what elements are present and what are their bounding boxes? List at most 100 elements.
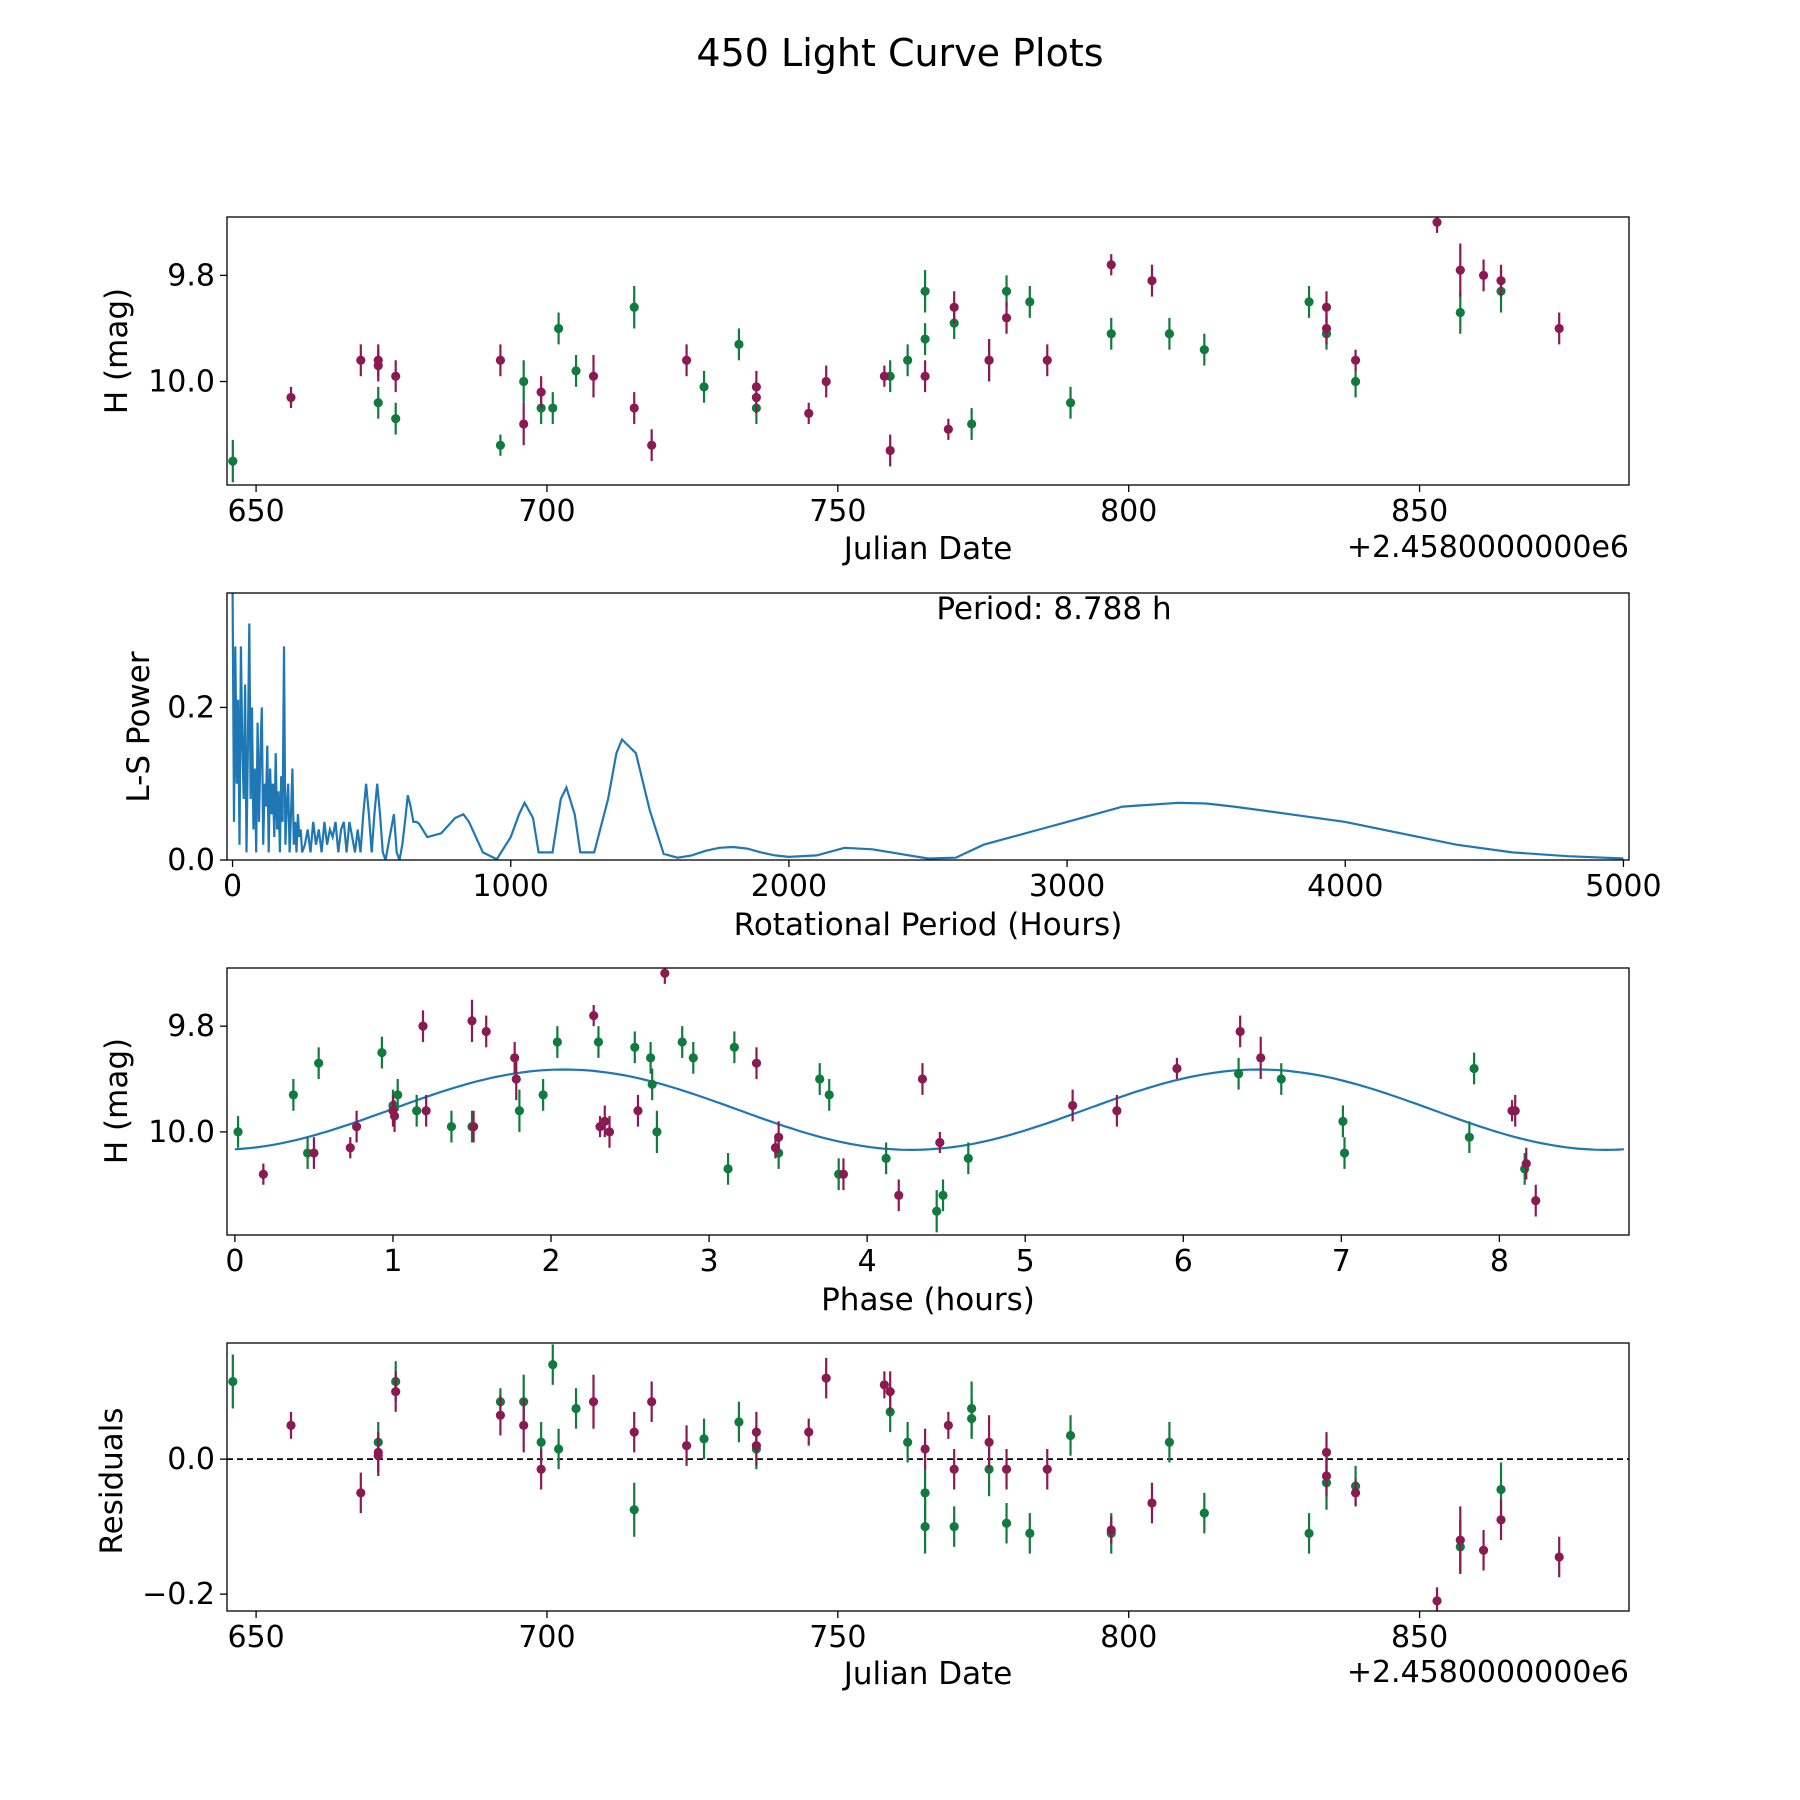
lightcurve-point-green <box>903 355 913 365</box>
lightcurve-xtick-label: 850 <box>1391 494 1448 529</box>
phased-point-green <box>288 1090 298 1100</box>
residuals-point-magenta <box>885 1387 895 1397</box>
phased-point-magenta <box>633 1106 643 1116</box>
residuals-point-magenta <box>391 1387 401 1397</box>
residuals-ytick-label: −0.2 <box>142 1577 215 1612</box>
residuals-point-magenta <box>647 1397 657 1407</box>
lightcurve-point-magenta <box>879 371 889 381</box>
residuals-point-magenta <box>949 1464 959 1474</box>
phased-panel: Phase (hours) H (mag) 0 1 2 3 4 5 6 7 8 10.0 9.8 <box>99 967 1630 1318</box>
lightcurve-point-magenta <box>588 371 599 381</box>
phased-xtick-label: 2 <box>541 1244 560 1279</box>
residuals-point-magenta <box>1350 1488 1361 1498</box>
lightcurve-point-magenta <box>984 355 994 365</box>
lightcurve-ytick-label: 9.8 <box>167 258 215 293</box>
lightcurve-point-magenta <box>1455 265 1465 275</box>
lightcurve-xtick-label: 700 <box>518 494 575 529</box>
lightcurve-point-green <box>553 323 564 334</box>
lightcurve-point-magenta <box>1321 323 1332 334</box>
residuals-point-green <box>571 1403 581 1414</box>
lightcurve-plot-area <box>228 217 1639 483</box>
lightcurve-point-magenta <box>821 376 831 387</box>
periodogram-xtick-label: 1000 <box>473 869 549 904</box>
residuals-point-green <box>903 1437 913 1447</box>
lightcurve-point-green <box>1199 345 1209 355</box>
lightcurve-point-magenta <box>681 355 692 365</box>
phased-point-magenta <box>774 1132 784 1142</box>
periodogram-xlabel: Rotational Period (Hours) <box>734 907 1123 943</box>
lightcurve-point-magenta <box>1630 308 1639 317</box>
periodogram-xtick-label: 0 <box>223 869 242 904</box>
lightcurve-point-green <box>1350 376 1361 387</box>
lightcurve-point-magenta <box>536 387 546 397</box>
residuals-point-magenta <box>1432 1596 1442 1606</box>
lightcurve-point-green <box>519 376 529 387</box>
phased-xtick-label: 3 <box>700 1244 719 1279</box>
lightcurve-point-magenta <box>1001 313 1012 323</box>
phased-point-green <box>538 1090 548 1100</box>
phased-xtick-label: 7 <box>1332 1244 1351 1279</box>
residuals-point-magenta <box>821 1373 831 1383</box>
phased-point-magenta <box>1256 1053 1266 1063</box>
lightcurve-point-magenta <box>1106 260 1116 270</box>
lightcurve-point-magenta <box>1554 323 1564 334</box>
residuals-point-green <box>629 1505 639 1515</box>
lightcurve-ytick-label: 10.0 <box>148 365 215 400</box>
phased-xtick-label: 8 <box>1490 1244 1509 1279</box>
phased-point-magenta <box>589 1010 599 1021</box>
lightcurve-point-magenta <box>1321 302 1332 312</box>
phased-ytick-label: 10.0 <box>148 1115 215 1150</box>
phased-point-magenta <box>917 1074 928 1084</box>
residuals-point-magenta <box>920 1444 930 1454</box>
phased-point-magenta <box>511 1074 521 1084</box>
residuals-point-magenta <box>1630 1525 1639 1534</box>
lightcurve-point-magenta <box>1350 355 1361 365</box>
phased-point-green <box>303 1148 313 1158</box>
phased-xtick-label: 1 <box>383 1244 402 1279</box>
residuals-point-magenta <box>588 1397 599 1407</box>
residuals-point-magenta <box>1042 1464 1052 1474</box>
phased-point-green <box>514 1106 525 1116</box>
lightcurve-panel: Julian Date H (mag) +2.4580000000e6 650 7… <box>99 216 1639 567</box>
lightcurve-point-green <box>495 440 506 450</box>
periodogram-ytick-label: 0.2 <box>167 690 215 725</box>
phased-ytick-label: 9.8 <box>167 1009 215 1044</box>
lightcurve-point-green <box>967 419 977 429</box>
lightcurve-xtick-label: 750 <box>809 494 866 529</box>
lightcurve-point-green <box>1630 292 1639 301</box>
phased-point-green <box>938 1190 948 1200</box>
residuals-point-magenta <box>286 1420 296 1430</box>
lightcurve-point-green <box>571 366 581 376</box>
phased-point-magenta <box>1235 1026 1245 1037</box>
phased-point-green <box>1276 1074 1286 1084</box>
lightcurve-point-magenta <box>1478 270 1489 280</box>
residuals-point-magenta <box>984 1437 994 1447</box>
residuals-point-green <box>548 1360 558 1370</box>
residuals-ytick-label: 0.0 <box>167 1442 215 1477</box>
residuals-point-magenta <box>1496 1515 1506 1525</box>
phased-ylabel: H (mag) <box>99 1038 135 1164</box>
phased-point-magenta <box>421 1106 431 1116</box>
lightcurve-point-magenta <box>751 382 761 392</box>
phased-point-magenta <box>389 1111 400 1121</box>
residuals-point-green <box>949 1522 959 1532</box>
phased-xlabel: Phase (hours) <box>821 1282 1035 1318</box>
phased-fit-curve <box>234 1068 1624 1152</box>
phased-plot-area <box>233 968 1624 1233</box>
residuals-point-magenta <box>495 1410 506 1420</box>
lightcurve-point-green <box>629 302 639 312</box>
residuals-point-green <box>1630 1492 1639 1501</box>
periodogram-xtick-label: 2000 <box>751 869 827 904</box>
residuals-point-green <box>553 1444 564 1454</box>
phased-point-green <box>815 1074 825 1084</box>
phased-point-magenta <box>1172 1063 1182 1074</box>
phased-point-green <box>552 1037 562 1047</box>
phased-point-green <box>647 1079 657 1089</box>
phased-point-magenta <box>751 1058 762 1068</box>
lightcurve-point-green <box>1304 297 1314 307</box>
residuals-point-magenta <box>879 1380 889 1390</box>
phased-point-magenta <box>935 1137 945 1148</box>
phased-point-magenta <box>468 1122 479 1132</box>
phased-point-green <box>412 1106 422 1116</box>
